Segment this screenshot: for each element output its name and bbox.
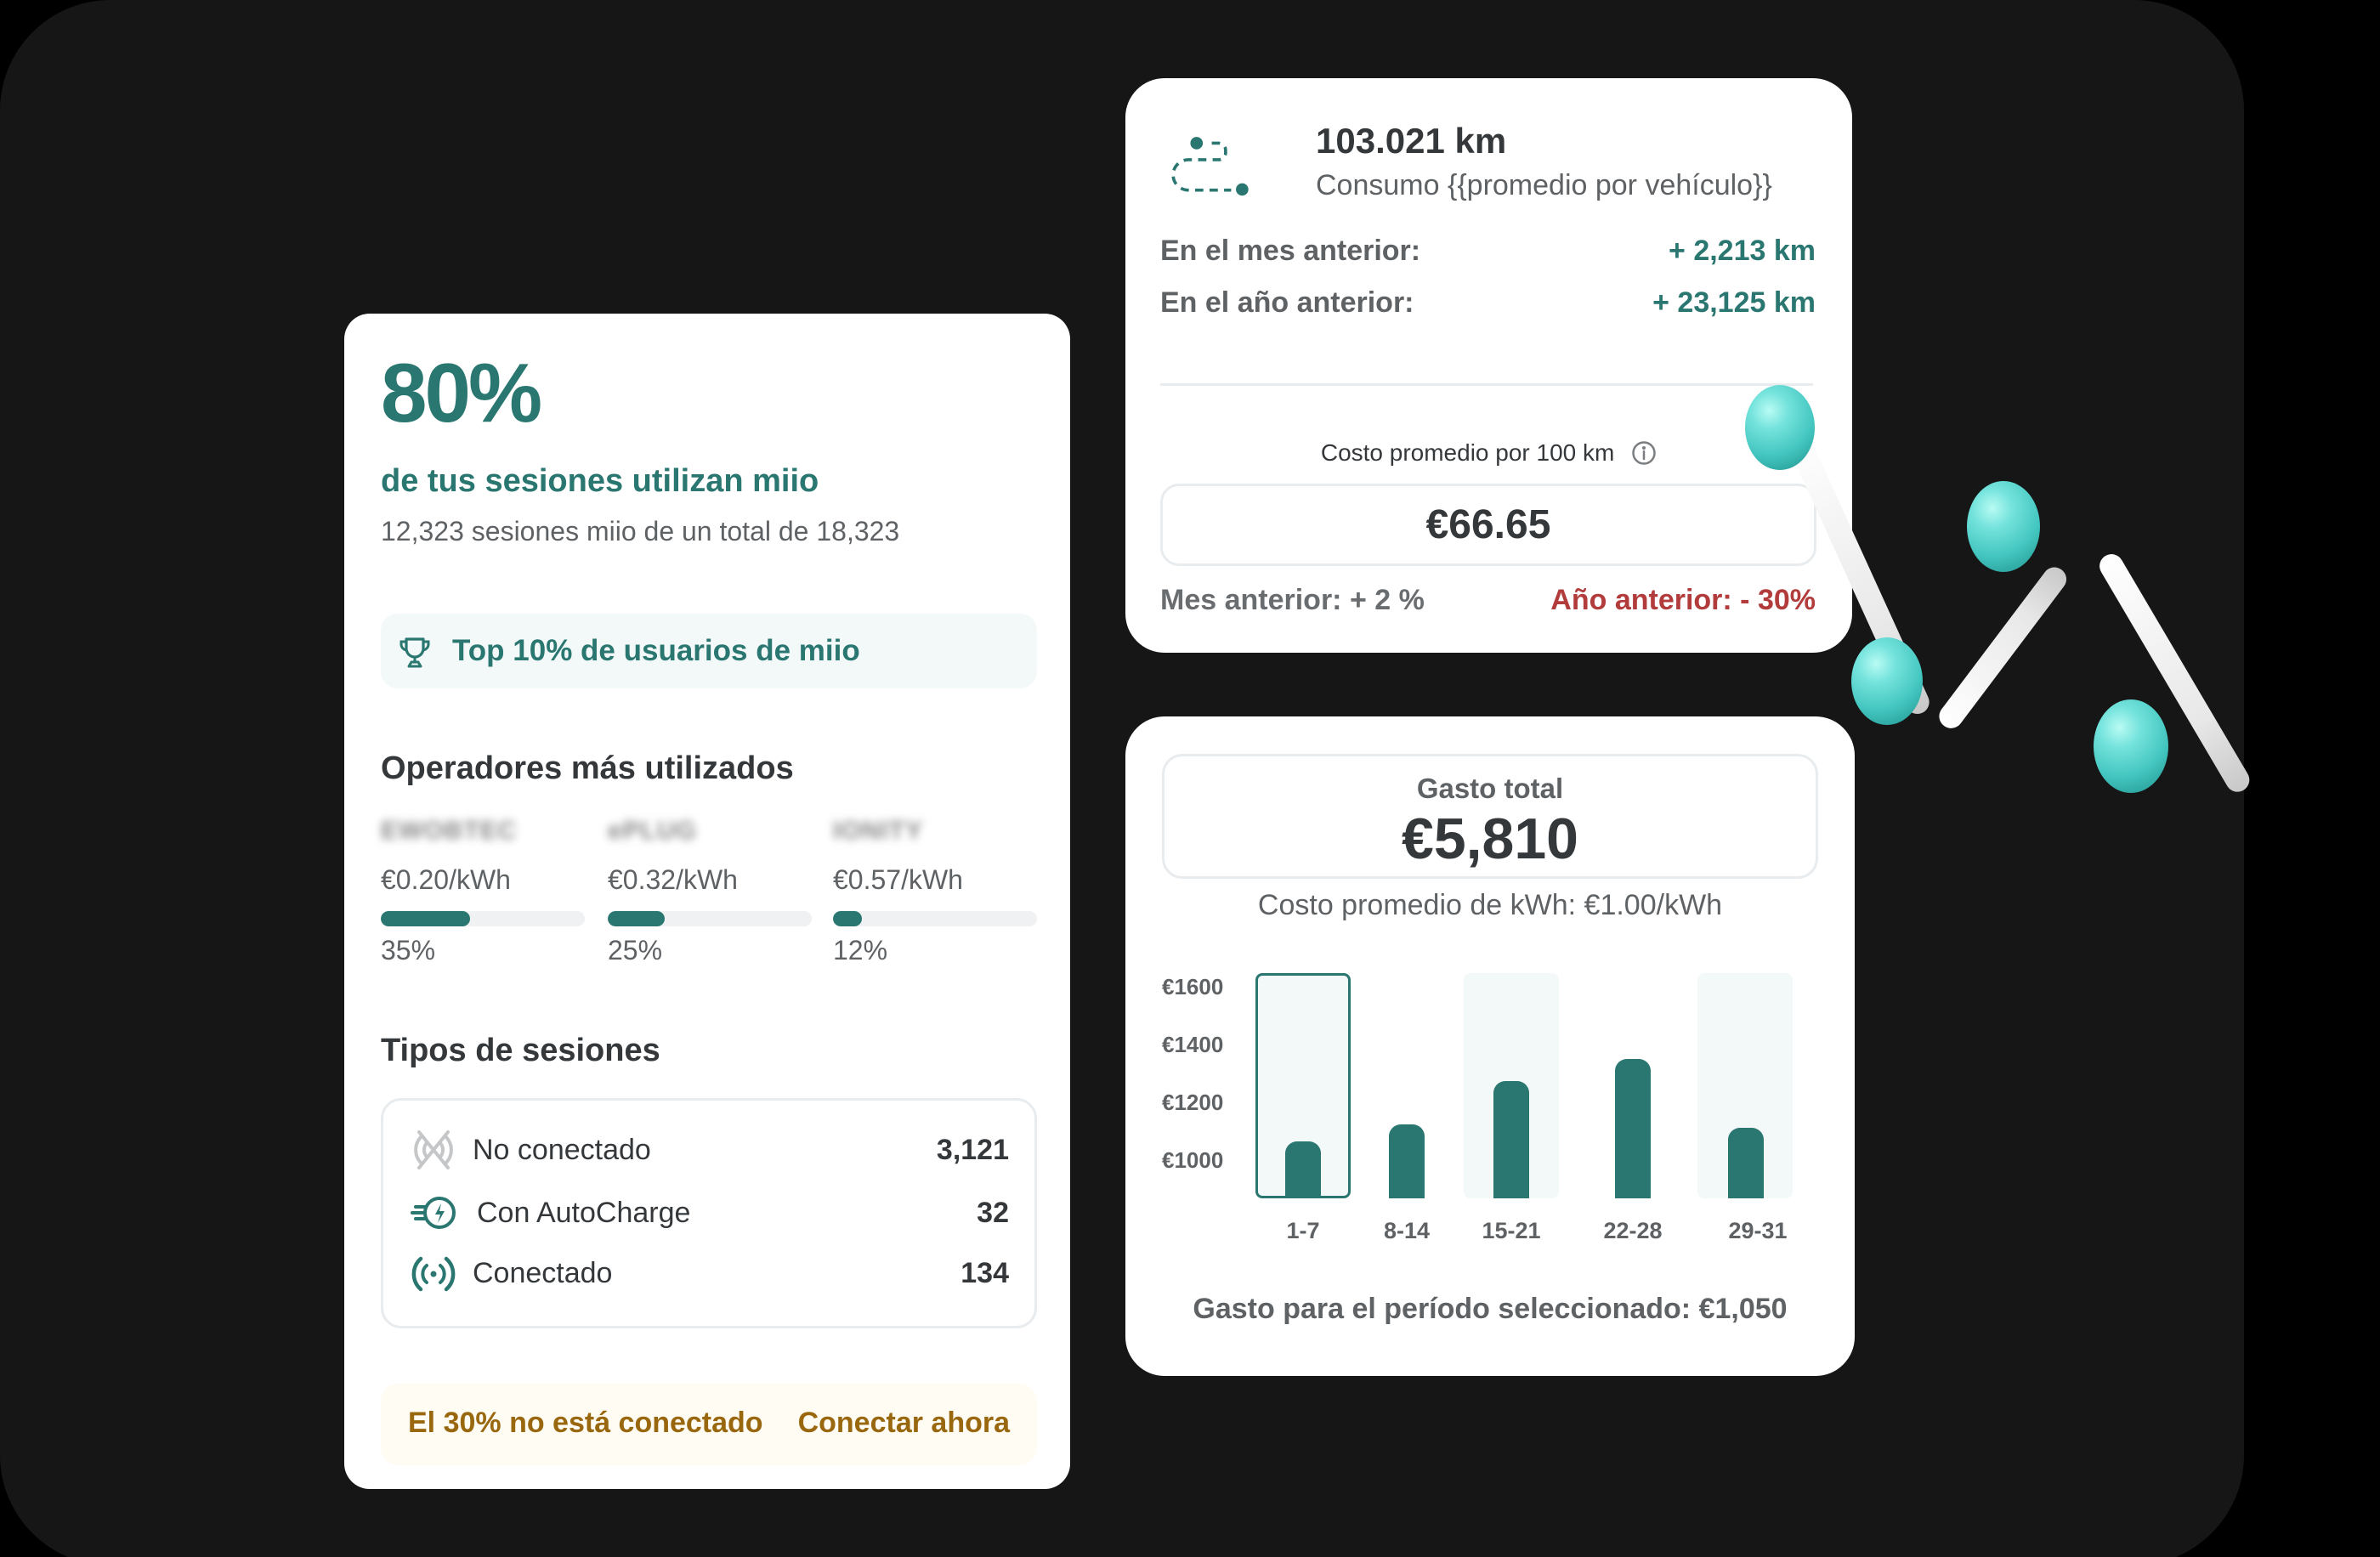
- molecule-node: [2094, 699, 2168, 793]
- session-type-count: 32: [977, 1197, 1009, 1229]
- molecule-node: [1745, 385, 1815, 470]
- total-spend-label: Gasto total: [1416, 773, 1564, 804]
- molecule-node: [1851, 637, 1923, 725]
- not-connected-alert: El 30% no está conectado Conectar ahora: [381, 1384, 1037, 1465]
- bar-1-7[interactable]: [1285, 1141, 1321, 1198]
- x-tick: 1-7: [1286, 1218, 1320, 1243]
- distance-total: 103.021 km: [1316, 121, 1507, 161]
- session-type-count: 3,121: [936, 1134, 1009, 1166]
- spend-card: Gasto total €5,810 Costo promedio de kWh…: [1125, 716, 1855, 1376]
- bar-8-14[interactable]: [1389, 1124, 1425, 1198]
- y-tick: €1600: [1162, 974, 1224, 999]
- operator-share-fill: [608, 911, 665, 926]
- operator-share: 25%: [608, 935, 663, 965]
- total-spend-box: Gasto total €5,810: [1162, 754, 1818, 879]
- distance-card: 103.021 km Consumo {{promedio por vehícu…: [1125, 78, 1852, 653]
- sessions-usage-card: 80% de tus sesiones utilizan miio 12,323…: [344, 314, 1070, 1489]
- bar-22-28[interactable]: [1615, 1059, 1651, 1198]
- operator-share-bar: [608, 911, 812, 926]
- route-icon: [1171, 137, 1249, 196]
- x-tick: 15-21: [1482, 1218, 1541, 1243]
- session-type-row: Con AutoCharge 32: [409, 1192, 1009, 1234]
- usage-subtitle: de tus sesiones utilizan miio: [381, 463, 819, 499]
- session-type-label: Conectado: [473, 1257, 613, 1289]
- cost-per-100km-label: Costo promedio por 100 km: [1125, 439, 1852, 467]
- month-compare: Mes anterior: + 2 %: [1160, 584, 1425, 616]
- x-tick: 29-31: [1728, 1218, 1788, 1243]
- selected-period-spend: Gasto para el período seleccionado: €1,0…: [1193, 1293, 1788, 1325]
- connect-now-link[interactable]: Conectar ahora: [797, 1407, 1010, 1439]
- operator-share-fill: [381, 911, 470, 926]
- operator-share: 12%: [833, 935, 888, 965]
- divider: [1160, 383, 1813, 386]
- usage-percentage: 80%: [381, 346, 542, 439]
- cost-per-100km-box: €66.65: [1160, 484, 1816, 566]
- session-type-label: No conectado: [473, 1134, 651, 1166]
- session-type-count: 134: [960, 1257, 1009, 1289]
- total-spend-value: €5,810: [1402, 807, 1578, 871]
- session-type-row: No conectado 3,121: [409, 1129, 1009, 1171]
- prev-year-label: En el año anterior:: [1160, 286, 1414, 319]
- top-users-badge: Top 10% de usuarios de miio: [381, 614, 1037, 688]
- y-tick: €1000: [1162, 1147, 1224, 1173]
- not-connected-icon: [414, 1130, 453, 1169]
- x-tick: 22-28: [1603, 1218, 1663, 1243]
- operator-share: 35%: [381, 935, 436, 965]
- year-compare: Año anterior: - 30%: [1550, 584, 1816, 616]
- avg-kwh-cost: Costo promedio de kWh: €1.00/kWh: [1257, 889, 1723, 921]
- background-panel: [0, 0, 2244, 1557]
- operator-share-fill: [833, 911, 862, 926]
- operator-name: IONITY: [833, 817, 924, 845]
- operator-name: ePLUG: [608, 817, 698, 845]
- prev-month-value: + 2,213 km: [1669, 235, 1816, 267]
- prev-year-value: + 23,125 km: [1652, 286, 1816, 319]
- bar-29-31[interactable]: [1728, 1128, 1764, 1198]
- autocharge-icon: [411, 1197, 456, 1229]
- trophy-icon: [400, 637, 430, 668]
- operator-share-bar: [381, 911, 585, 926]
- session-type-label: Con AutoCharge: [477, 1197, 691, 1229]
- operator-price: €0.32/kWh: [608, 864, 738, 895]
- x-tick: 8-14: [1383, 1218, 1431, 1243]
- operator-item: ePLUG €0.32/kWh 25%: [608, 817, 812, 966]
- operator-price: €0.57/kWh: [833, 864, 963, 895]
- operator-item: IONITY €0.57/kWh 12%: [833, 817, 1037, 966]
- connected-signal-icon: [411, 1256, 456, 1292]
- alert-text: El 30% no está conectado: [408, 1407, 763, 1439]
- operator-name: EWOBTEC: [381, 817, 518, 845]
- y-tick: €1400: [1162, 1032, 1224, 1057]
- session-type-row: Conectado 134: [409, 1252, 1009, 1294]
- distance-subtitle: Consumo {{promedio por vehículo}}: [1316, 169, 1772, 201]
- info-icon[interactable]: [1631, 440, 1657, 466]
- session-types-list: No conectado 3,121 Con AutoCharge 32 Con…: [381, 1098, 1037, 1328]
- session-types-title: Tipos de sesiones: [381, 1033, 660, 1068]
- cost-per-100km-value: €66.65: [1425, 502, 1551, 547]
- operator-item: EWOBTEC €0.20/kWh 35%: [381, 817, 585, 966]
- prev-month-label: En el mes anterior:: [1160, 235, 1421, 267]
- top-users-label: Top 10% de usuarios de miio: [452, 634, 860, 667]
- operator-share-bar: [833, 911, 1037, 926]
- operators-title: Operadores más utilizados: [381, 750, 794, 786]
- molecule-node: [1967, 481, 2040, 572]
- y-tick: €1200: [1162, 1090, 1224, 1115]
- usage-detail: 12,323 sesiones miio de un total de 18,3…: [381, 516, 900, 546]
- bar-15-21[interactable]: [1493, 1081, 1529, 1198]
- operator-price: €0.20/kWh: [381, 864, 511, 895]
- cost-label-text: Costo promedio por 100 km: [1320, 439, 1615, 466]
